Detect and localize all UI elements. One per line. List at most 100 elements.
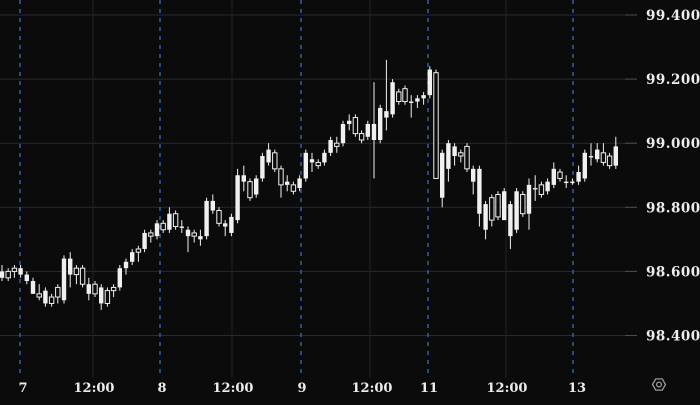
candle-body	[235, 175, 240, 221]
candle-body	[272, 152, 278, 170]
candle-body	[99, 287, 104, 304]
settings-icon-hexagon	[651, 378, 667, 391]
candle	[452, 143, 457, 166]
candle	[322, 149, 327, 166]
candle-body	[254, 178, 259, 195]
y-axis-label: 99.400	[646, 8, 700, 24]
x-axis-label-time: 12:00	[74, 381, 115, 396]
candle	[297, 175, 302, 192]
y-axis-label: 98.800	[646, 200, 700, 216]
candle-body	[297, 178, 302, 189]
candle	[73, 264, 80, 285]
candle-body	[322, 152, 327, 163]
candle	[489, 194, 495, 227]
candle-body	[606, 155, 613, 167]
y-axis-label: 98.600	[646, 264, 700, 280]
candle	[247, 178, 253, 201]
candle	[241, 165, 246, 192]
candle	[508, 200, 513, 249]
candle	[471, 165, 476, 195]
candle-body	[123, 261, 129, 269]
candle-series	[0, 59, 618, 310]
settings-icon	[651, 378, 667, 391]
candle-body	[464, 145, 470, 170]
candle	[421, 91, 426, 105]
candle	[576, 165, 581, 185]
candle	[61, 255, 67, 304]
y-axis-label: 99.200	[646, 72, 700, 88]
candle-body	[415, 98, 420, 102]
candle	[309, 152, 315, 173]
candle-body	[502, 191, 507, 221]
candle	[260, 152, 265, 182]
candle-body	[0, 271, 5, 278]
candle	[86, 277, 91, 301]
candle-body	[489, 197, 495, 221]
candle	[55, 284, 61, 304]
candle	[446, 139, 451, 182]
candle-body	[278, 168, 284, 186]
candle	[606, 152, 613, 169]
candle-body	[564, 181, 569, 184]
candle	[352, 114, 359, 137]
candle	[191, 229, 197, 243]
candle	[185, 226, 191, 253]
candle	[384, 59, 389, 131]
candle	[229, 213, 234, 237]
candle	[600, 143, 607, 166]
candle-body	[73, 267, 80, 276]
candle	[204, 197, 209, 240]
candle	[564, 175, 569, 189]
y-axis-label: 99.000	[646, 136, 700, 152]
candle	[18, 264, 23, 278]
candle-body	[191, 232, 197, 237]
settings-button[interactable]	[648, 375, 670, 395]
candle	[36, 284, 42, 301]
candle	[43, 287, 48, 307]
candle	[272, 149, 278, 173]
x-axis-label-day: 8	[157, 381, 166, 396]
candle-body	[433, 72, 439, 179]
candle	[285, 175, 290, 192]
candle	[495, 191, 501, 221]
candle-body	[86, 284, 91, 294]
candle-body	[260, 156, 265, 179]
candle	[198, 229, 203, 246]
candle-body	[402, 88, 408, 103]
candle-body	[576, 172, 581, 182]
candle	[92, 281, 98, 298]
candle-body	[390, 82, 395, 115]
candle	[172, 210, 179, 230]
settings-icon-circle	[655, 381, 663, 388]
x-axis-label-time: 12:00	[487, 381, 528, 396]
candle-body	[533, 188, 538, 190]
candle	[365, 120, 370, 140]
candle	[11, 264, 18, 278]
candle-body	[545, 181, 550, 192]
candle	[545, 178, 550, 195]
candle	[30, 277, 36, 294]
candle	[427, 66, 432, 99]
candle	[315, 159, 321, 169]
candle-body	[328, 139, 333, 153]
x-axis-label-time: 12:00	[213, 381, 254, 396]
candle-body	[557, 171, 563, 179]
plot-area[interactable]	[0, 0, 637, 378]
candle-body	[68, 258, 73, 275]
candle	[358, 130, 365, 144]
candle-body	[538, 184, 545, 195]
candle-body	[421, 95, 426, 99]
candle-body	[167, 213, 172, 230]
candle-body	[216, 210, 222, 224]
candle-body	[570, 181, 575, 184]
candle-body	[179, 226, 184, 228]
candle-body	[452, 146, 457, 157]
candle	[0, 264, 5, 282]
candle	[613, 136, 618, 169]
candle	[266, 143, 271, 166]
candle	[371, 82, 377, 179]
candle	[24, 271, 29, 285]
candle	[502, 188, 507, 221]
candle-body	[79, 267, 86, 285]
